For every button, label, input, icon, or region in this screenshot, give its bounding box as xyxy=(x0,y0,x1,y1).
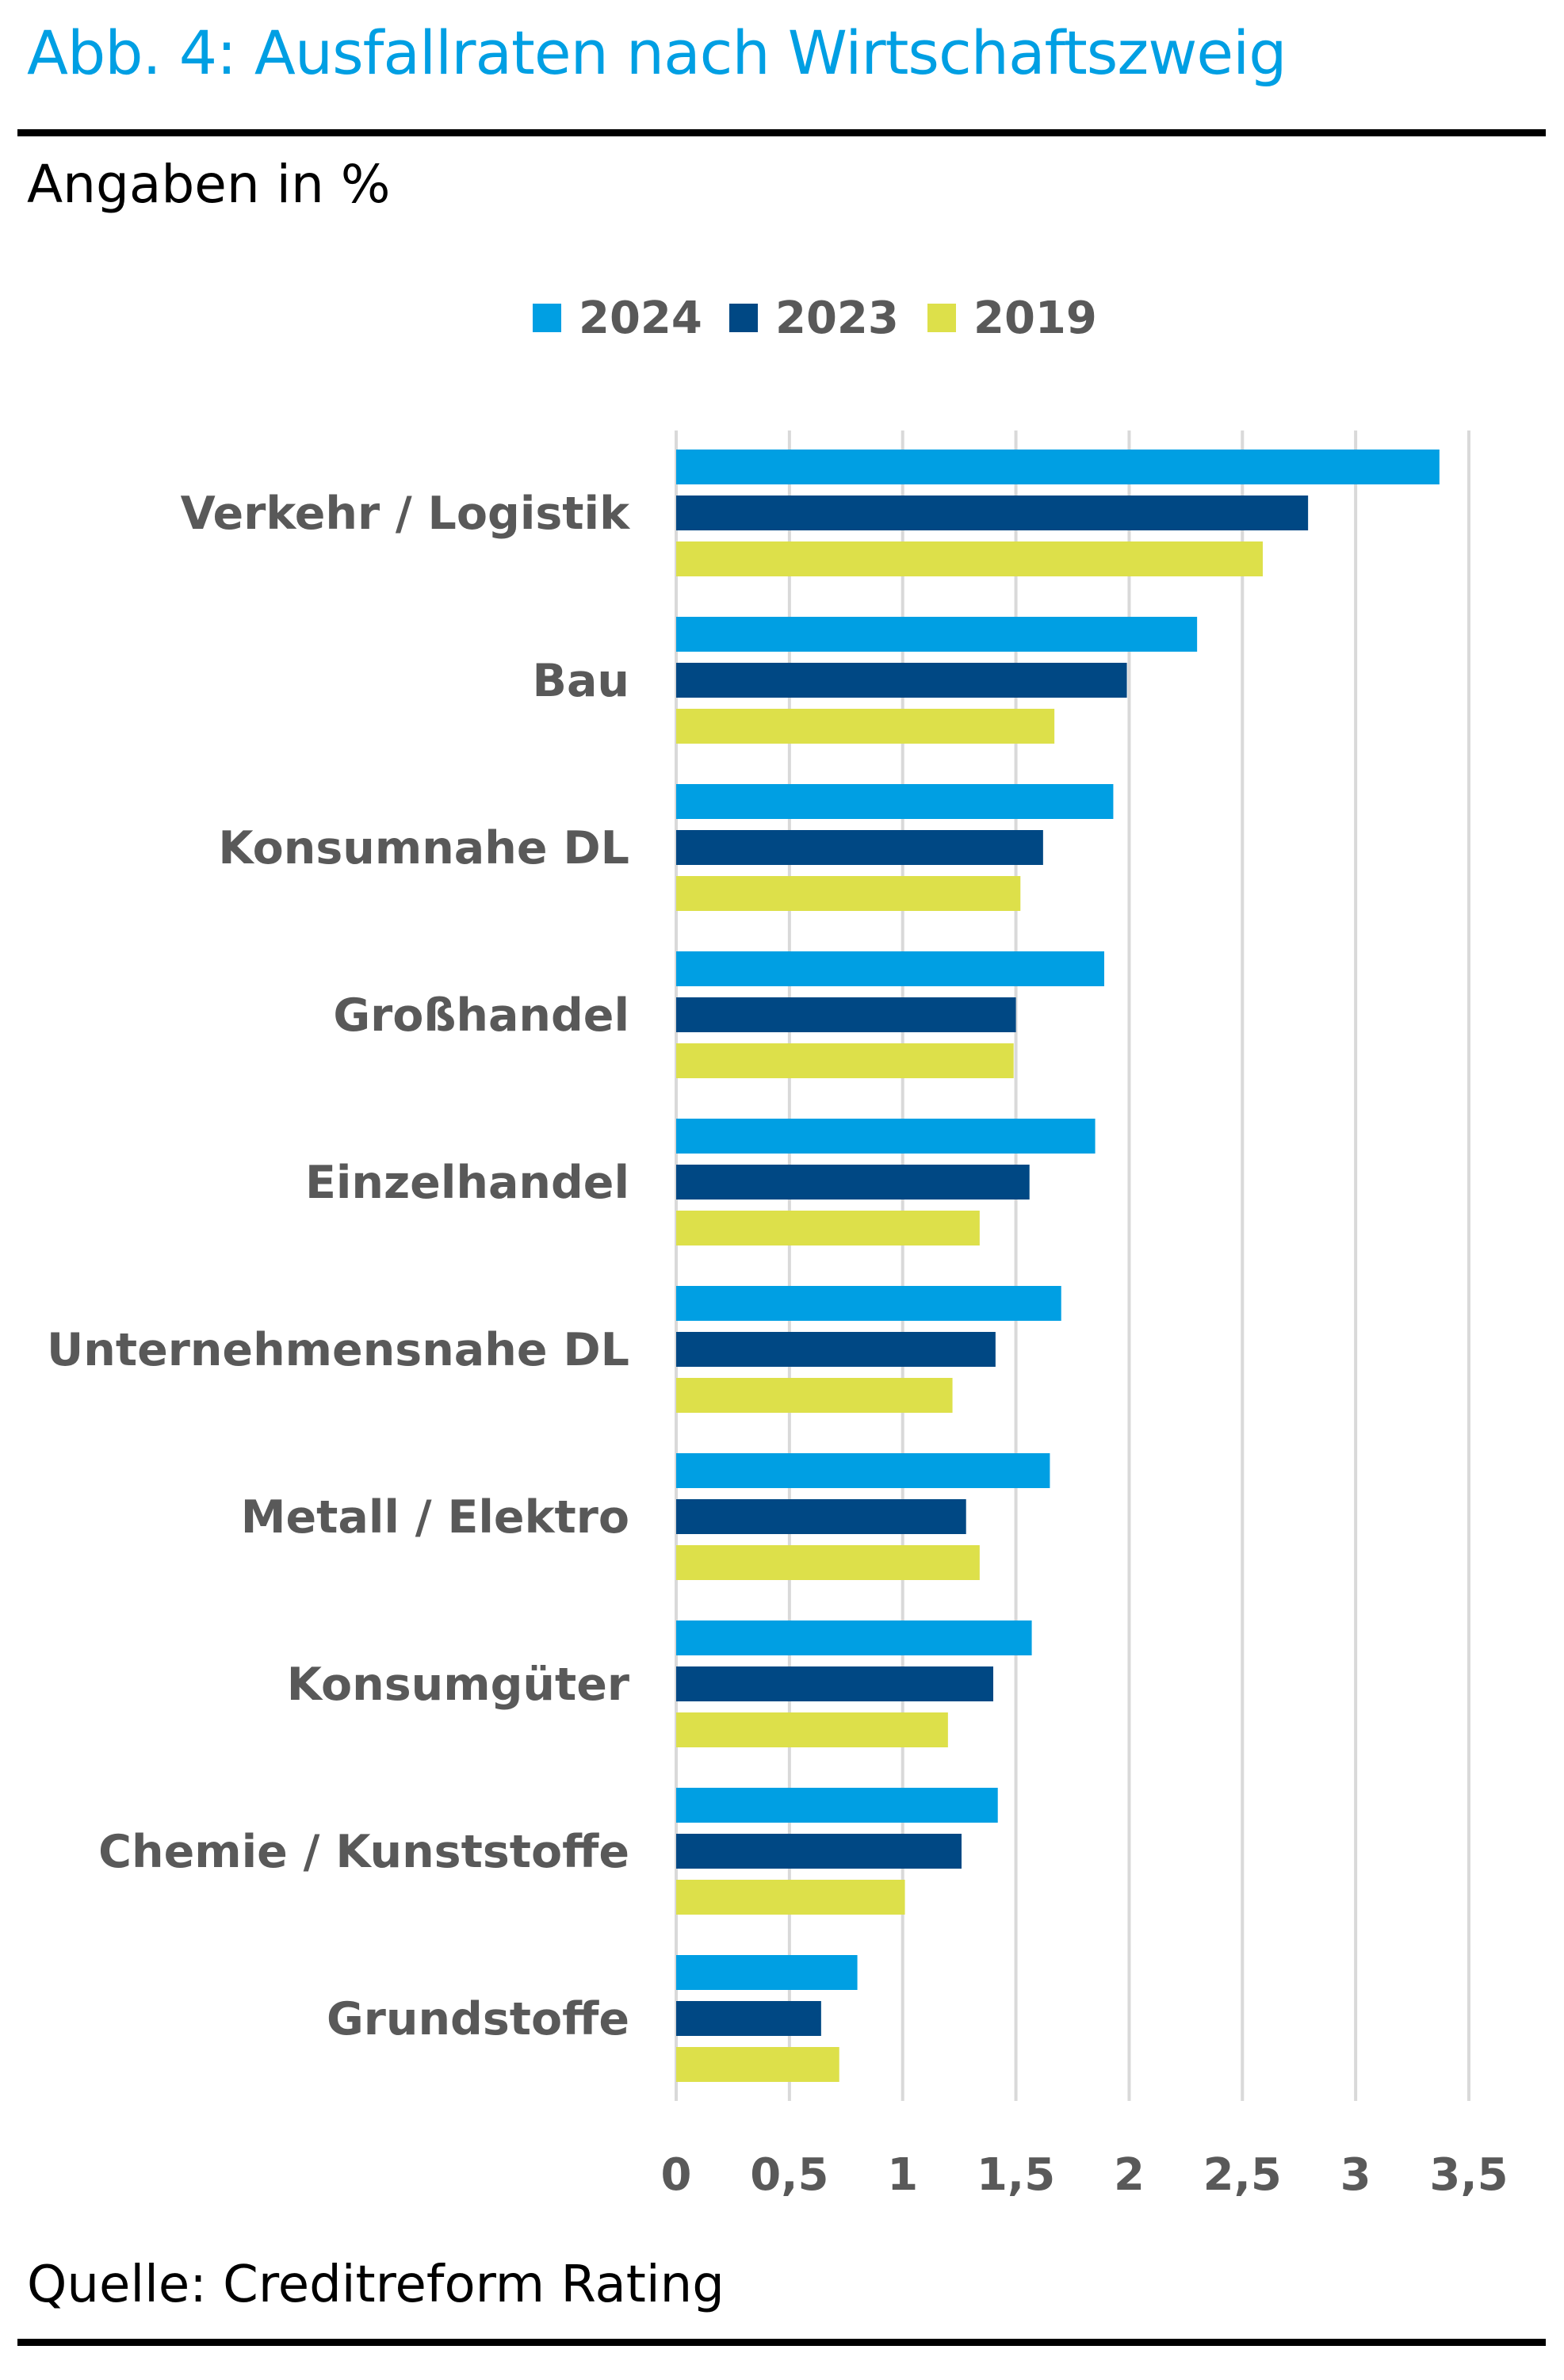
category-label: Grundstoffe xyxy=(327,1993,629,2045)
bar-2023 xyxy=(676,663,1127,698)
bar-2024 xyxy=(676,617,1198,652)
x-tick-label: 2 xyxy=(1114,2149,1145,2201)
bar-2019 xyxy=(676,2047,839,2082)
x-tick-label: 2,5 xyxy=(1203,2149,1282,2201)
bar-2019 xyxy=(676,1545,980,1580)
legend-label: 2024 xyxy=(579,293,702,344)
category-label: Konsumnahe DL xyxy=(218,822,629,874)
unit-subtitle: Angaben in % xyxy=(27,154,391,215)
bar-2023 xyxy=(676,1499,966,1534)
bar-2019 xyxy=(676,541,1263,576)
bar-2024 xyxy=(676,951,1104,986)
category-label: Konsumgüter xyxy=(287,1659,629,1711)
bar-2023 xyxy=(676,1332,996,1367)
bars xyxy=(676,450,1440,2082)
bar-2019 xyxy=(676,1712,948,1747)
legend-swatch-2024 xyxy=(533,304,561,332)
legend: 2024 2023 2019 xyxy=(533,293,1097,344)
category-label: Großhandel xyxy=(333,989,629,1042)
bar-2023 xyxy=(676,1666,993,1701)
category-label: Unternehmensnahe DL xyxy=(47,1324,629,1376)
bar-2024 xyxy=(676,1955,858,1990)
category-label: Einzelhandel xyxy=(305,1157,629,1209)
x-tick-label: 3 xyxy=(1340,2149,1371,2201)
bar-2024 xyxy=(676,1286,1061,1321)
bar-2023 xyxy=(676,997,1016,1032)
bar-2024 xyxy=(676,784,1114,819)
bar-2024 xyxy=(676,1620,1032,1655)
top-rule xyxy=(17,129,1546,136)
category-label: Verkehr / Logistik xyxy=(181,488,631,540)
bottom-rule xyxy=(17,2339,1546,2346)
category-label: Chemie / Kunststoffe xyxy=(98,1826,629,1878)
bar-2019 xyxy=(676,1043,1014,1078)
legend-swatch-2023 xyxy=(729,304,758,332)
bar-2023 xyxy=(676,2001,821,2036)
legend-label: 2019 xyxy=(973,293,1097,344)
bar-2019 xyxy=(676,876,1021,911)
x-tick-label: 1 xyxy=(887,2149,918,2201)
bar-2024 xyxy=(676,1788,998,1823)
source-note: Quelle: Creditreform Rating xyxy=(27,2256,725,2314)
legend-label: 2023 xyxy=(775,293,899,344)
category-labels: Verkehr / Logistik Bau Konsumnahe DL Großha… xyxy=(47,488,630,2045)
bar-2023 xyxy=(676,496,1309,530)
bar-2023 xyxy=(676,1834,962,1869)
bar-2024 xyxy=(676,1453,1050,1488)
chart-title: Abb. 4: Ausfallraten nach Wirtschaftszwe… xyxy=(27,17,1287,88)
bar-2024 xyxy=(676,450,1440,484)
x-tick-label: 0 xyxy=(661,2149,692,2201)
bar-2019 xyxy=(676,1211,980,1245)
x-tick-label: 0,5 xyxy=(750,2149,828,2201)
x-tick-label: 1,5 xyxy=(977,2149,1055,2201)
bar-2023 xyxy=(676,830,1043,865)
bar-2019 xyxy=(676,709,1055,744)
bar-2024 xyxy=(676,1119,1096,1154)
x-tick-labels: 0 0,5 1 1,5 2 2,5 3 3,5 xyxy=(661,2149,1509,2201)
bar-2023 xyxy=(676,1165,1030,1200)
bar-2019 xyxy=(676,1880,905,1915)
category-label: Bau xyxy=(533,655,630,707)
bar-2019 xyxy=(676,1378,953,1413)
x-tick-label: 3,5 xyxy=(1429,2149,1508,2201)
legend-swatch-2019 xyxy=(927,304,956,332)
category-label: Metall / Elektro xyxy=(241,1491,629,1544)
